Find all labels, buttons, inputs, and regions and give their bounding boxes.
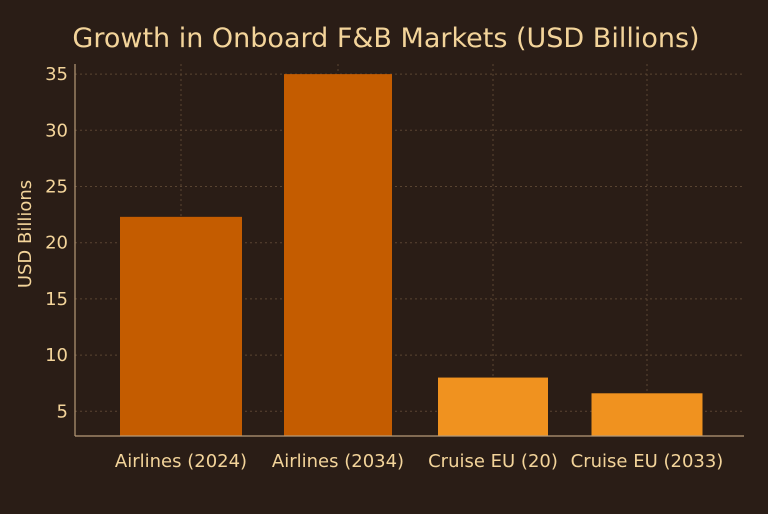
y-tick-label: 20 — [45, 233, 68, 254]
x-tick-label: Cruise EU (2033) — [571, 451, 724, 472]
bar — [438, 377, 548, 436]
bar — [120, 216, 242, 436]
y-tick-label: 35 — [45, 64, 68, 85]
bar — [284, 74, 392, 436]
x-tick-label: Airlines (2034) — [272, 451, 404, 472]
y-tick-label: 10 — [45, 345, 68, 366]
y-tick-label: 25 — [45, 177, 68, 198]
chart-title: Growth in Onboard F&B Markets (USD Billi… — [72, 23, 699, 54]
y-axis-label: USD Billions — [15, 180, 36, 288]
axes — [74, 64, 744, 437]
y-tick-labels: 5 10 15 20 25 30 35 — [45, 64, 68, 422]
x-tick-labels: Airlines (2024) Airlines (2034) Cruise EU … — [115, 451, 723, 472]
y-tick-label: 30 — [45, 120, 68, 141]
bars — [120, 74, 703, 436]
y-tick-label: 15 — [45, 289, 68, 310]
bar — [591, 393, 703, 436]
x-tick-label: Cruise EU (20) — [428, 451, 558, 472]
y-tick-label: 5 — [57, 401, 68, 422]
x-tick-label: Airlines (2024) — [115, 451, 247, 472]
